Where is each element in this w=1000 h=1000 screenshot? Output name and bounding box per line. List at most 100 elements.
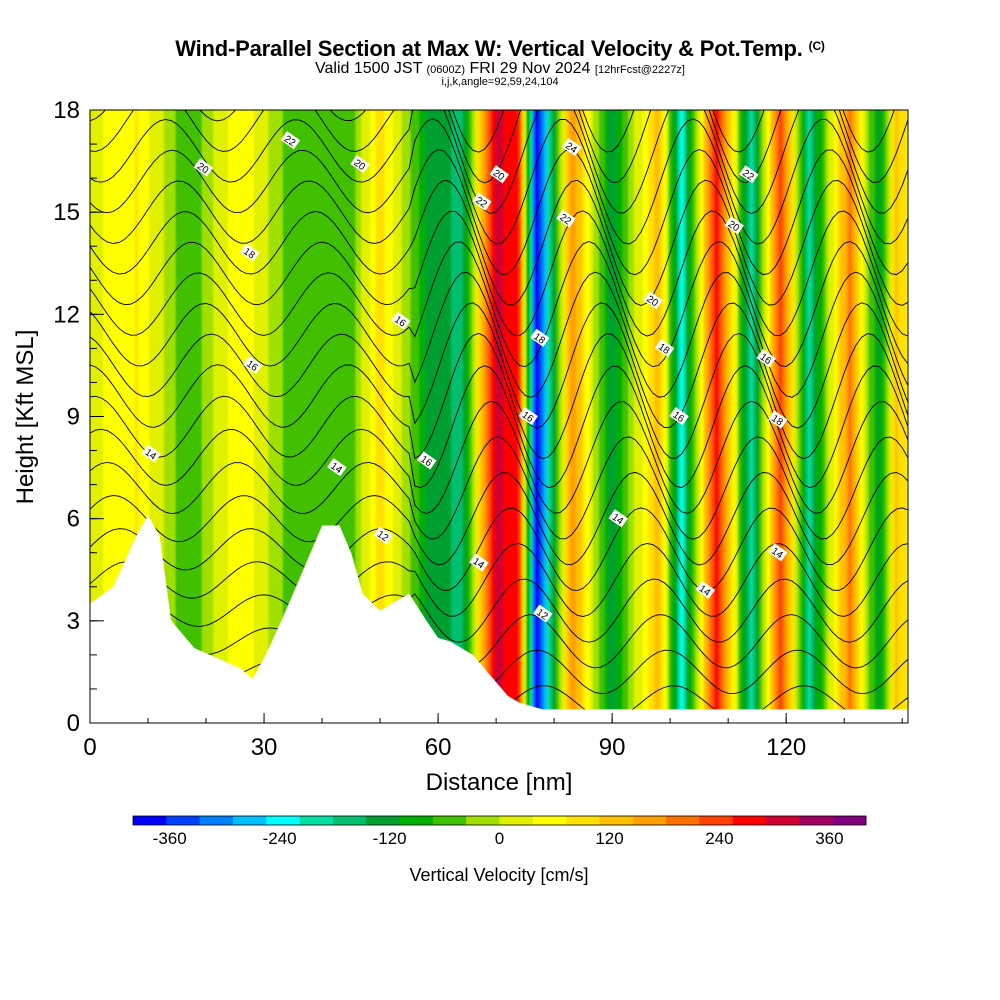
colorbar-swatch [699,816,734,825]
contour-label: 16 [518,406,538,426]
colorbar-swatch [432,816,467,825]
contour-label: 14 [768,543,788,562]
contour-label: 12 [373,526,393,545]
theta-isoline [90,543,908,617]
x-tick-label: 120 [766,734,806,761]
x-tick-label: 0 [83,734,96,761]
colorbar-swatch [466,816,500,825]
contour-label-bg [643,291,663,310]
colorbar-label: Vertical Velocity [cm/s] [409,865,588,885]
contour-label: 14 [695,580,715,599]
colorbar-tick-label: 240 [705,829,733,848]
colorbar-tick-label: -360 [153,829,187,848]
theta-isoline [90,400,908,514]
contour-label: 16 [417,451,437,470]
contour-label: 20 [489,165,509,184]
contour-label-bg [669,406,689,426]
y-tick-label: 18 [53,97,80,124]
colorbar-tick-label: -120 [373,829,407,848]
contour-label-bg [756,349,776,368]
contour-label: 22 [472,192,492,211]
contour-label: 16 [756,349,776,368]
colorbar-swatch [266,816,300,825]
contour-label-bg [518,406,538,426]
theta-contour-labels: 14 14 14 14 14 14 12 12 16 16 16 16 16 16 18 18 18 18 20 20… [141,131,788,623]
contour-label-bg [695,580,715,599]
colorbar-swatch [666,816,700,825]
valid-date: FRI 29 Nov 2024 [469,60,591,77]
contour-label: 14 [141,444,161,463]
contour-label: 24 [562,137,582,156]
contour-label-bg [350,154,370,174]
contour-label-bg [724,216,744,235]
contour-label: 18 [240,243,260,262]
theta-isoline [90,241,908,368]
contour-label: 22 [556,209,576,228]
y-tick-label: 9 [67,404,80,431]
contour-label-bg [141,444,161,463]
contour-label-bg [240,243,260,262]
theta-isoline [90,210,908,337]
valid-utc: (0600Z) [426,64,466,76]
colorbar-swatch [199,816,234,825]
contour-label-bg [327,458,347,477]
theta-isoline [90,302,908,429]
y-axis: 0 3 6 9 12 15 18 [53,97,104,737]
contour-label: 14 [327,458,347,477]
colorbar: -360 -240 -120 0 120 240 360 [132,815,867,848]
y-axis-label: Height [Kft MSL] [12,330,39,505]
theta-isoline [90,614,908,669]
terrain [90,515,908,723]
colorbar-swatch [366,816,400,825]
colorbar-swatch [766,816,800,825]
forecast-info: [12hrFcst@2227z] [594,64,685,76]
x-axis-label: Distance [nm] [426,769,573,796]
colorbar-swatch [299,816,334,825]
theta-isoline [90,110,908,214]
chart-title: Wind-Parallel Section at Max W: Vertical… [0,36,1000,62]
contour-label-bg [739,165,759,184]
contour-label-bg [280,131,301,150]
colorbar-swatch [732,816,767,825]
colorbar-tick-label: -240 [263,829,297,848]
y-tick-label: 3 [67,608,80,635]
colorbar-swatch [133,816,167,825]
contour-label-bg [654,338,675,358]
contour-label: 14 [469,553,489,572]
contour-label: 16 [390,311,411,330]
contour-label: 22 [280,131,301,150]
contour-label-bg [608,509,628,528]
contour-label: 12 [533,604,553,623]
contour-label-bg [472,192,492,211]
velocity-field [90,110,908,723]
theta-isoline [90,118,908,245]
contour-label: 20 [193,158,214,177]
colorbar-swatch [799,816,834,825]
contour-label: 22 [739,165,759,184]
plot-area: 14 14 14 14 14 14 12 12 16 16 16 16 16 16 18 18 18 18 20 20… [90,110,908,723]
theta-isoline [90,110,895,153]
x-tick-label: 60 [425,734,452,761]
colorbar-frame [132,815,867,826]
colorbar-swatch [832,816,867,825]
colorbar-swatch [399,816,434,825]
contour-label-bg [768,543,788,562]
contour-label: 16 [242,355,263,375]
colorbar-swatch [566,816,600,825]
theta-isoline [90,436,908,540]
contour-label-bg [373,526,393,545]
valid-time: Valid 1500 JST (0600Z) FRI 29 Nov 2024 [… [0,60,1000,78]
y-tick-label: 12 [53,301,80,328]
contour-label-bg [193,158,214,177]
theta-isoline [90,507,908,592]
valid-prefix: Valid 1500 JST [315,60,423,77]
chart-title-text: Wind-Parallel Section at Max W: Vertical… [175,36,803,61]
contour-label-bg [489,165,509,184]
theta-isoline [90,578,908,643]
contour-label-bg [242,355,263,375]
contour-label: 18 [530,328,550,347]
contour-label-bg [530,328,550,347]
copyright-mark: (C) [808,39,825,53]
theta-isoline [90,179,908,306]
